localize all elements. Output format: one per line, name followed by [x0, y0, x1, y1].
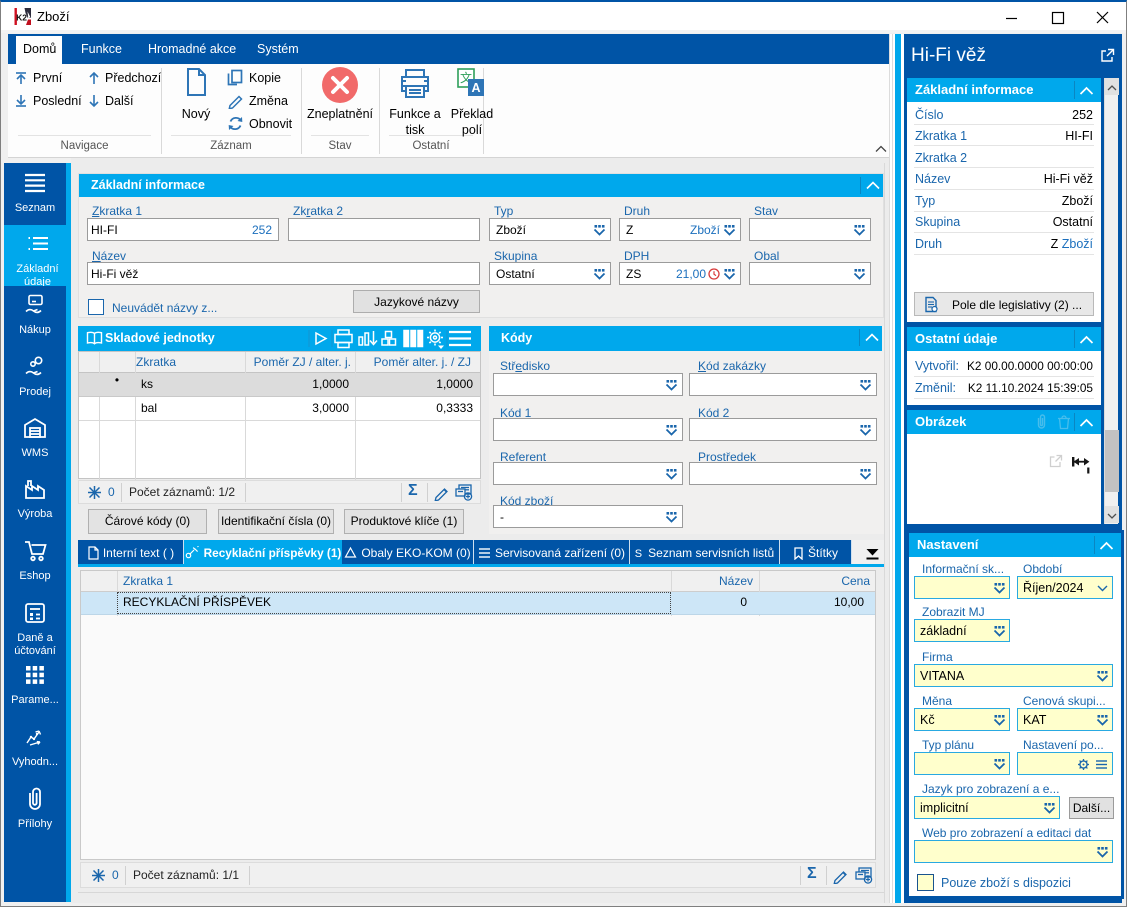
svg-text:K2: K2 — [16, 13, 27, 23]
svg-text:A: A — [471, 81, 480, 95]
